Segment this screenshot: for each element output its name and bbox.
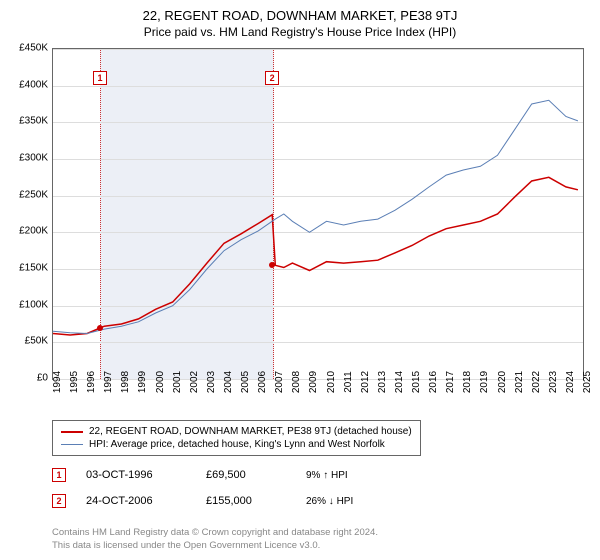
x-axis-label: 1999: [137, 371, 148, 393]
legend: 22, REGENT ROAD, DOWNHAM MARKET, PE38 9T…: [52, 420, 421, 456]
x-axis-label: 2008: [291, 371, 302, 393]
chart-dot-1: [97, 325, 103, 331]
x-axis-label: 2012: [360, 371, 371, 393]
chart-subtitle: Price paid vs. HM Land Registry's House …: [0, 23, 600, 45]
x-axis-label: 2015: [411, 371, 422, 393]
x-axis-label: 2004: [223, 371, 234, 393]
line-series-svg: [53, 49, 583, 379]
x-axis-label: 2001: [172, 371, 183, 393]
legend-swatch: [61, 431, 83, 433]
x-axis-label: 2017: [445, 371, 456, 393]
chart-marker-2: 2: [265, 71, 279, 85]
x-axis-label: 1994: [52, 371, 63, 393]
x-axis-label: 2014: [394, 371, 405, 393]
x-axis-label: 2022: [531, 371, 542, 393]
y-axis-label: £100K: [19, 299, 48, 310]
footer: Contains HM Land Registry data © Crown c…: [52, 527, 378, 552]
legend-swatch: [61, 444, 83, 445]
chart-dot-2: [269, 262, 275, 268]
legend-label: HPI: Average price, detached house, King…: [89, 439, 385, 450]
x-axis-label: 2018: [462, 371, 473, 393]
x-axis-label: 2020: [497, 371, 508, 393]
x-axis-label: 2016: [428, 371, 439, 393]
x-axis-label: 1996: [86, 371, 97, 393]
legend-label: 22, REGENT ROAD, DOWNHAM MARKET, PE38 9T…: [89, 426, 412, 437]
legend-item: 22, REGENT ROAD, DOWNHAM MARKET, PE38 9T…: [61, 425, 412, 438]
y-axis-label: £350K: [19, 116, 48, 127]
x-axis-label: 2021: [514, 371, 525, 393]
y-axis-label: £50K: [25, 336, 48, 347]
sale-marker-1: 1: [52, 468, 66, 482]
chart-title: 22, REGENT ROAD, DOWNHAM MARKET, PE38 9T…: [0, 0, 600, 23]
sale-row-1: 1 03-OCT-1996 £69,500 9% ↑ HPI: [52, 468, 348, 482]
x-axis-label: 1995: [69, 371, 80, 393]
legend-item: HPI: Average price, detached house, King…: [61, 438, 412, 451]
sale-date-1: 03-OCT-1996: [86, 469, 186, 481]
x-axis-label: 1997: [103, 371, 114, 393]
x-axis-label: 2000: [155, 371, 166, 393]
sale-marker-2: 2: [52, 494, 66, 508]
plot-area: 12: [52, 48, 584, 380]
x-axis-label: 2024: [565, 371, 576, 393]
y-axis-label: £0: [37, 373, 48, 384]
footer-line-2: This data is licensed under the Open Gov…: [52, 540, 378, 552]
sale-delta-1: 9% ↑ HPI: [306, 470, 348, 481]
x-axis-label: 2003: [206, 371, 217, 393]
x-axis-label: 1998: [120, 371, 131, 393]
sale-price-1: £69,500: [206, 469, 286, 481]
y-axis-label: £150K: [19, 263, 48, 274]
x-axis-label: 2002: [189, 371, 200, 393]
x-axis-label: 2006: [257, 371, 268, 393]
x-axis-label: 2011: [343, 371, 354, 393]
x-axis-label: 2007: [274, 371, 285, 393]
sale-row-2: 2 24-OCT-2006 £155,000 26% ↓ HPI: [52, 494, 353, 508]
y-axis-label: £250K: [19, 189, 48, 200]
x-axis-label: 2019: [479, 371, 490, 393]
x-axis-label: 2010: [326, 371, 337, 393]
sale-date-2: 24-OCT-2006: [86, 495, 186, 507]
y-axis-label: £400K: [19, 79, 48, 90]
y-axis-label: £300K: [19, 153, 48, 164]
series-line: [53, 100, 578, 333]
x-axis-label: 2005: [240, 371, 251, 393]
sale-price-2: £155,000: [206, 495, 286, 507]
y-axis-label: £200K: [19, 226, 48, 237]
x-axis-label: 2025: [582, 371, 593, 393]
x-axis-label: 2013: [377, 371, 388, 393]
chart-marker-1: 1: [93, 71, 107, 85]
footer-line-1: Contains HM Land Registry data © Crown c…: [52, 527, 378, 539]
series-line: [53, 177, 578, 335]
x-axis-label: 2009: [308, 371, 319, 393]
y-axis-label: £450K: [19, 43, 48, 54]
sale-delta-2: 26% ↓ HPI: [306, 496, 353, 507]
chart-container: 22, REGENT ROAD, DOWNHAM MARKET, PE38 9T…: [0, 0, 600, 560]
x-axis-label: 2023: [548, 371, 559, 393]
